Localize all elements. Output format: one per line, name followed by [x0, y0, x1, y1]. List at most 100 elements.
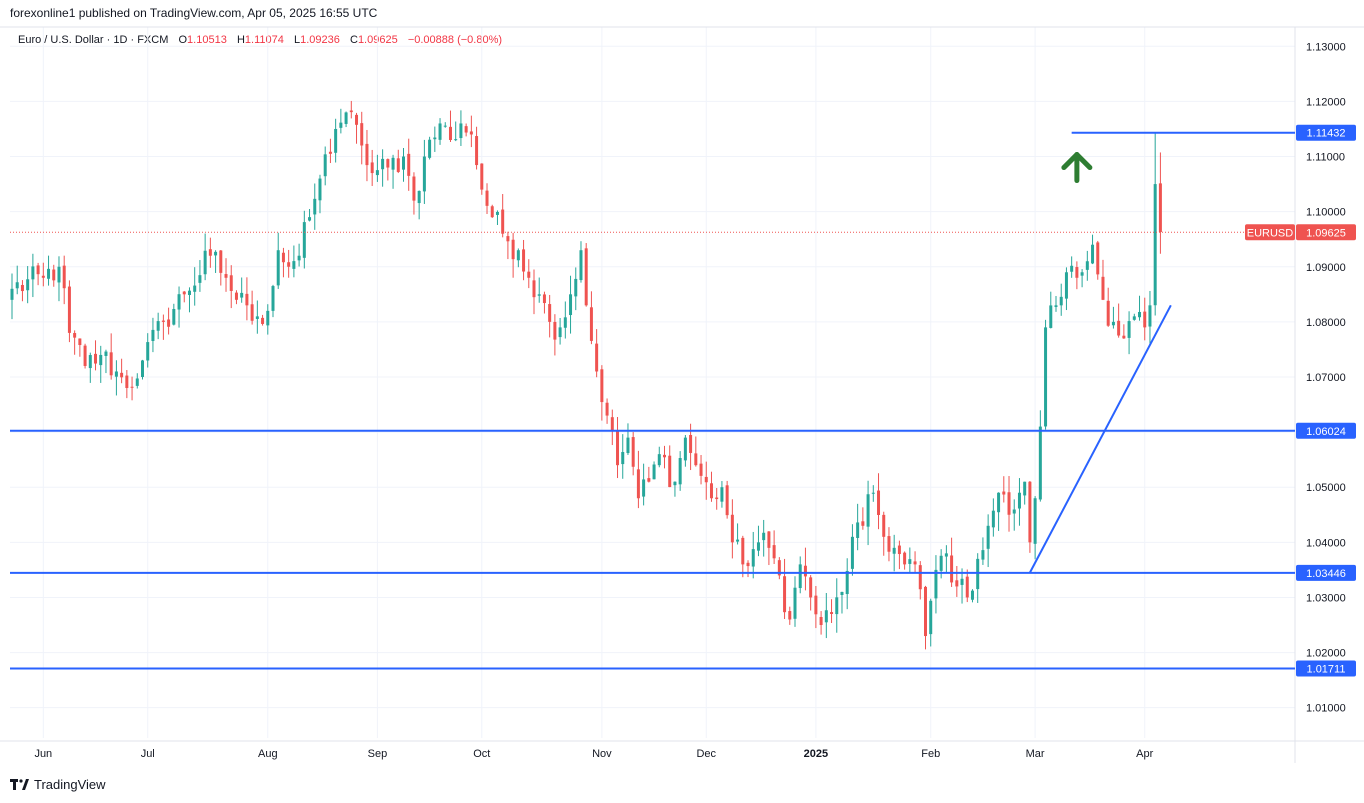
- candle-body: [699, 463, 703, 476]
- publisher-line: forexonline1 published on TradingView.co…: [10, 6, 378, 20]
- y-tick-label: 1.07000: [1306, 372, 1346, 384]
- candle-body: [318, 178, 322, 201]
- candle-body: [1096, 242, 1100, 275]
- candle-body: [172, 308, 176, 325]
- low-value: 1.09236: [300, 34, 340, 46]
- candle-body: [1080, 272, 1084, 276]
- candle-body: [762, 532, 766, 541]
- candle-body: [355, 114, 359, 125]
- candle-body: [438, 123, 442, 140]
- candle-body: [495, 211, 499, 215]
- candle-body: [668, 455, 672, 488]
- tradingview-brand[interactable]: TradingView: [10, 777, 106, 792]
- candle-body: [375, 170, 379, 176]
- x-tick-label: Jun: [34, 748, 52, 760]
- candle-body: [642, 479, 646, 497]
- candle-body: [433, 137, 437, 140]
- candle-body: [141, 360, 144, 377]
- candle-body: [1012, 509, 1016, 514]
- candle-body: [261, 317, 265, 324]
- candle-body: [965, 576, 969, 598]
- candle-body: [527, 271, 531, 278]
- candle-body: [1106, 300, 1110, 326]
- candle-body: [673, 481, 677, 486]
- candle-body: [177, 294, 181, 310]
- candle-body: [255, 316, 259, 319]
- candle-body: [704, 476, 708, 483]
- candle-body: [1138, 311, 1142, 318]
- open-label: O: [178, 34, 188, 46]
- candle-body: [485, 190, 489, 206]
- candle-body: [772, 545, 776, 559]
- candle-body: [15, 282, 19, 289]
- candle-body: [99, 354, 103, 366]
- level-price-tag: [1296, 660, 1356, 677]
- candle-body: [647, 478, 651, 482]
- candle-body: [114, 371, 118, 377]
- level-price-tag: [1296, 564, 1356, 581]
- candle-body: [548, 304, 552, 322]
- candle-body: [997, 492, 1001, 513]
- candle-body: [1033, 498, 1037, 544]
- candle-body: [960, 578, 964, 585]
- x-tick-label: Feb: [921, 748, 940, 760]
- candle-body: [746, 562, 750, 567]
- y-tick-label: 1.10000: [1306, 207, 1346, 219]
- candle-body: [877, 490, 881, 515]
- level-price-label: 1.03446: [1306, 568, 1346, 580]
- candle-body: [1148, 305, 1152, 327]
- candle-body: [1132, 316, 1136, 320]
- candle-body: [104, 351, 108, 356]
- candle-body: [955, 580, 959, 587]
- candle-body: [1158, 183, 1162, 233]
- candle-body: [783, 576, 787, 613]
- candle-body: [730, 514, 734, 543]
- candle-body: [287, 262, 291, 267]
- candle-body: [1085, 261, 1089, 270]
- candle-body: [1059, 296, 1063, 306]
- candle-body: [464, 126, 468, 133]
- x-tick-label: Dec: [696, 748, 716, 760]
- candle-body: [824, 610, 828, 623]
- candle-body: [381, 158, 385, 170]
- candle-body: [88, 355, 92, 369]
- level-price-label: 1.01711: [1307, 663, 1346, 675]
- candle-body: [281, 252, 285, 263]
- candle-body: [866, 494, 870, 527]
- candle-body: [908, 559, 912, 564]
- candle-body: [167, 319, 171, 327]
- candle-body: [41, 275, 45, 278]
- candle-body: [1023, 481, 1027, 496]
- level-price-label: 1.11432: [1307, 128, 1346, 140]
- candle-body: [1111, 321, 1115, 326]
- candle-body: [511, 239, 515, 260]
- candle-body: [924, 586, 927, 637]
- y-tick-label: 1.01000: [1306, 703, 1346, 715]
- candle-body: [950, 555, 954, 583]
- candle-body: [522, 249, 526, 272]
- candle-body: [182, 291, 186, 295]
- candle-body: [892, 547, 896, 554]
- candle-body: [939, 555, 943, 571]
- candle-body: [250, 304, 254, 321]
- x-tick-label: Jul: [141, 748, 155, 760]
- candle-body: [725, 485, 729, 516]
- candle-body: [636, 469, 640, 499]
- candle-body: [459, 123, 463, 139]
- candle-body: [47, 268, 51, 279]
- candle-body: [407, 153, 411, 176]
- symbol-name[interactable]: Euro / U.S. Dollar · 1D · FXCM: [18, 34, 169, 46]
- candle-body: [610, 417, 614, 432]
- candle-body: [1064, 272, 1068, 299]
- candle-body: [756, 542, 760, 551]
- candle-body: [428, 139, 432, 158]
- candle-body: [10, 288, 14, 300]
- candle-body: [339, 122, 343, 128]
- candle-body: [913, 561, 917, 565]
- candle-body: [266, 310, 270, 326]
- y-tick-label: 1.05000: [1306, 482, 1346, 494]
- candle-body: [605, 402, 609, 416]
- candle-body: [78, 338, 82, 346]
- candle-body: [198, 275, 202, 283]
